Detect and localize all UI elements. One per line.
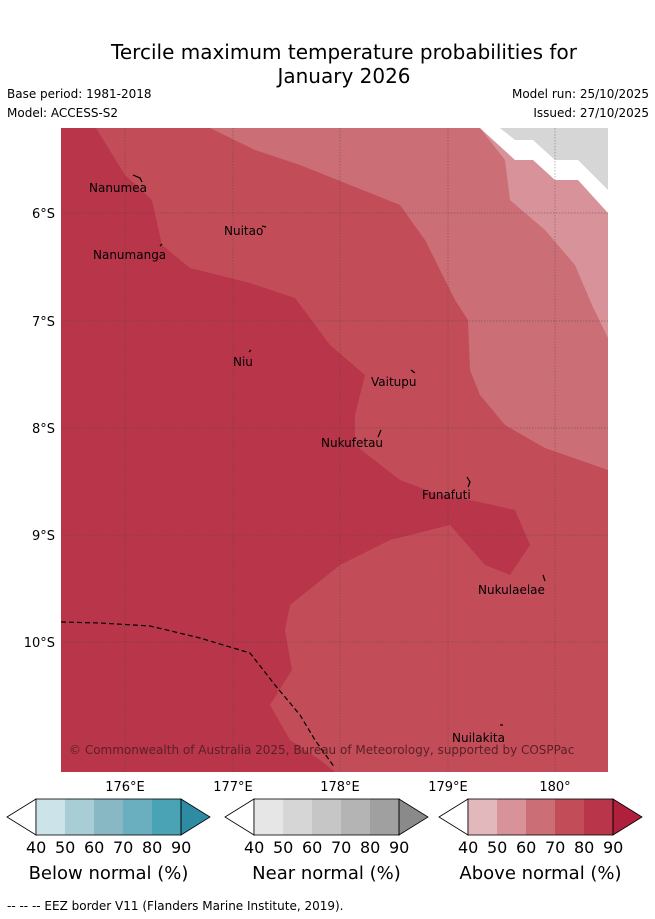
- graticule: [61, 128, 608, 772]
- island-shapes: [132, 174, 546, 726]
- legend-above-swatch: [555, 799, 584, 835]
- legend-above-swatch: [468, 799, 497, 835]
- legend-near-tick: 70: [331, 838, 352, 857]
- legend-below-frame: [35, 798, 182, 836]
- legend-near-swatch-low: [224, 798, 255, 836]
- place-nuitao: Nuitao: [224, 224, 263, 238]
- legend-below-label: Below normal (%): [28, 863, 189, 884]
- legend-above-tick: 80: [574, 838, 595, 857]
- legend-below-tick: 90: [171, 838, 192, 857]
- legend-above-swatch-high: [612, 798, 643, 836]
- zone-50-60: [480, 128, 608, 338]
- legend-near-tick: 40: [244, 838, 265, 857]
- lon-label-176e: 176°E: [105, 780, 145, 795]
- place-nuilakita: Nuilakita: [452, 731, 505, 745]
- legend-below-tick: 40: [26, 838, 47, 857]
- legend-near-frame: [253, 798, 400, 836]
- legend-above-swatch: [497, 799, 526, 835]
- title-line-1: Tercile maximum temperature probabilitie…: [111, 40, 577, 64]
- legend-above-tick: 90: [603, 838, 624, 857]
- lon-label-179e: 179°E: [428, 780, 468, 795]
- legend-near-tick: 90: [389, 838, 410, 857]
- legend-above-tick: 60: [516, 838, 537, 857]
- legend-near-tick: 60: [302, 838, 323, 857]
- legend-above-swatch-low: [438, 798, 469, 836]
- legend-below-swatch: [152, 799, 181, 835]
- legend-near-label: Near normal (%): [252, 863, 401, 884]
- legend-above-tick: 40: [458, 838, 479, 857]
- legend-below-swatch: [94, 799, 123, 835]
- place-funafuti: Funafuti: [422, 488, 471, 502]
- lon-label-180: 180°: [539, 780, 570, 795]
- model-name: Model: ACCESS-S2: [7, 106, 119, 120]
- place-nanumanga: Nanumanga: [93, 248, 166, 262]
- base-period: Base period: 1981-2018: [7, 87, 152, 101]
- legend-above-tick: 70: [545, 838, 566, 857]
- place-nukufetau: Nukufetau: [321, 436, 383, 450]
- legend-below-tick: 60: [84, 838, 105, 857]
- title-line-2: January 2026: [277, 64, 411, 88]
- legend-below-swatch: [65, 799, 94, 835]
- legend-above-frame: [467, 798, 614, 836]
- legend-below-swatch-high: [180, 798, 211, 836]
- eez-border: [61, 621, 336, 769]
- place-vaitupu: Vaitupu: [371, 375, 417, 389]
- eez-border-note: -- -- -- EEZ border V11 (Flanders Marine…: [7, 899, 344, 913]
- lon-label-177e: 177°E: [213, 780, 253, 795]
- legend-below-swatch: [123, 799, 152, 835]
- legend-above-swatch: [526, 799, 555, 835]
- legend-near-swatch: [341, 799, 370, 835]
- legend-below-tick: 80: [142, 838, 163, 857]
- lat-label-10s: 10°S: [24, 636, 55, 651]
- lat-label-9s: 9°S: [32, 529, 55, 544]
- copyright-notice: © Commonwealth of Australia 2025, Bureau…: [69, 743, 574, 757]
- map-title: Tercile maximum temperature probabilitie…: [0, 40, 655, 88]
- legend-below-tick: 70: [113, 838, 134, 857]
- legend-near-normal: [224, 798, 429, 836]
- legend-near-swatch: [370, 799, 399, 835]
- legend-above-label: Above normal (%): [459, 863, 622, 884]
- model-run: Model run: 25/10/2025: [511, 87, 649, 101]
- lat-label-6s: 6°S: [32, 207, 55, 222]
- legend-above-tick: 50: [487, 838, 508, 857]
- legend-below-normal: [6, 798, 211, 836]
- issued-date: Issued: 27/10/2025: [533, 106, 649, 120]
- legend-above-swatch: [584, 799, 613, 835]
- legend-below-tick: 50: [55, 838, 76, 857]
- lon-label-178e: 178°E: [320, 780, 360, 795]
- legend-near-swatch: [312, 799, 341, 835]
- legend-near-tick: 50: [273, 838, 294, 857]
- place-nukulaelae: Nukulaelae: [478, 583, 545, 597]
- legend-near-swatch: [283, 799, 312, 835]
- legend-below-swatch: [36, 799, 65, 835]
- legend-near-swatch: [254, 799, 283, 835]
- place-nanumea: Nanumea: [89, 181, 147, 195]
- lat-label-8s: 8°S: [32, 422, 55, 437]
- legend-near-swatch-high: [398, 798, 429, 836]
- place-niu: Niu: [233, 355, 253, 369]
- near-normal-zone: [500, 128, 608, 190]
- legend-near-tick: 80: [360, 838, 381, 857]
- legend-below-swatch-low: [6, 798, 37, 836]
- legend-above-normal: [438, 798, 643, 836]
- zone-60-70: [210, 128, 608, 470]
- lat-label-7s: 7°S: [32, 315, 55, 330]
